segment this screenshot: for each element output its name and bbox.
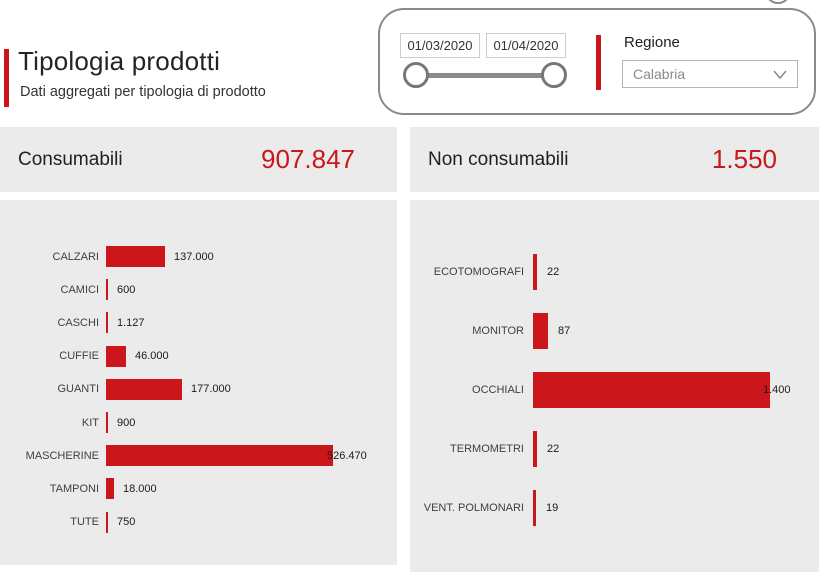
filter-panel: 01/03/2020 01/04/2020 Regione Calabria bbox=[378, 8, 816, 115]
value-label: 1.127 bbox=[117, 316, 145, 329]
chart-row: CUFFIE 46.000 bbox=[0, 340, 397, 373]
value-label: 19 bbox=[546, 501, 559, 514]
date-from-input[interactable]: 01/03/2020 bbox=[400, 33, 480, 58]
value-label: 22 bbox=[547, 442, 560, 455]
filter-divider bbox=[596, 35, 601, 90]
bar[interactable] bbox=[106, 478, 114, 500]
chevron-down-icon bbox=[773, 70, 787, 79]
chart-row: OCCHIALI 1.400 bbox=[410, 360, 819, 419]
kpi-card-consumabili: Consumabili 907.847 bbox=[0, 127, 397, 192]
value-label: 900 bbox=[117, 416, 136, 429]
value-label: 600 bbox=[117, 283, 136, 296]
region-dropdown-value: Calabria bbox=[633, 66, 686, 82]
bar[interactable] bbox=[533, 489, 536, 526]
chart-row: ECOTOMOGRAFI 22 bbox=[410, 242, 819, 301]
value-label: 526.470 bbox=[327, 449, 367, 462]
value-label: 22 bbox=[547, 265, 560, 278]
chart-row: TUTE 750 bbox=[0, 506, 397, 539]
date-slider-handle-end[interactable] bbox=[541, 62, 567, 88]
value-label: 1.400 bbox=[763, 383, 791, 396]
bar[interactable] bbox=[106, 511, 108, 533]
kpi-card-non-consumabili: Non consumabili 1.550 bbox=[410, 127, 819, 192]
category-label: ECOTOMOGRAFI bbox=[433, 265, 524, 278]
category-label: MASCHERINE bbox=[25, 449, 99, 462]
value-label: 750 bbox=[117, 516, 136, 529]
category-label: MONITOR bbox=[472, 324, 524, 337]
kpi-value: 907.847 bbox=[261, 144, 355, 174]
value-label: 87 bbox=[558, 324, 571, 337]
category-label: KIT bbox=[81, 416, 99, 429]
bar[interactable] bbox=[106, 412, 108, 434]
category-label: TUTE bbox=[70, 516, 99, 529]
chart-row: MASCHERINE 526.470 bbox=[0, 439, 397, 472]
category-label: CAMICI bbox=[60, 283, 100, 296]
title-accent-bar bbox=[4, 49, 9, 107]
bar[interactable] bbox=[106, 445, 333, 467]
region-filter-label: Regione bbox=[624, 34, 680, 51]
page-title: Tipologia prodotti bbox=[18, 46, 221, 76]
chart-row: MONITOR 87 bbox=[410, 301, 819, 360]
category-label: GUANTI bbox=[57, 383, 99, 396]
bar[interactable] bbox=[106, 246, 165, 268]
chart-row: VENT. POLMONARI 19 bbox=[410, 478, 819, 537]
category-label: TERMOMETRI bbox=[450, 442, 524, 455]
chart-row: CAMICI 600 bbox=[0, 273, 397, 306]
value-label: 137.000 bbox=[174, 250, 214, 263]
chart-row: CALZARI 137.000 bbox=[0, 240, 397, 273]
clipped-circle-icon bbox=[765, 0, 791, 4]
chart-row: TAMPONI 18.000 bbox=[0, 472, 397, 505]
chart-row: TERMOMETRI 22 bbox=[410, 419, 819, 478]
value-label: 18.000 bbox=[123, 482, 157, 495]
region-dropdown[interactable]: Calabria bbox=[622, 60, 798, 88]
value-label: 46.000 bbox=[135, 350, 169, 363]
category-label: VENT. POLMONARI bbox=[423, 501, 524, 514]
chart-consumabili: CALZARI 137.000 CAMICI 600 CASCHI 1.127 CUFFIE… bbox=[0, 200, 397, 565]
bar[interactable] bbox=[533, 312, 548, 349]
kpi-label: Non consumabili bbox=[428, 148, 569, 170]
bar[interactable] bbox=[106, 378, 182, 400]
bar[interactable] bbox=[533, 371, 770, 408]
chart-row: CASCHI 1.127 bbox=[0, 306, 397, 339]
kpi-label: Consumabili bbox=[18, 148, 123, 170]
value-label: 177.000 bbox=[191, 383, 231, 396]
category-label: OCCHIALI bbox=[472, 383, 524, 396]
bar[interactable] bbox=[106, 312, 108, 334]
chart-row: KIT 900 bbox=[0, 406, 397, 439]
chart-row: GUANTI 177.000 bbox=[0, 373, 397, 406]
category-label: CASCHI bbox=[57, 316, 99, 329]
chart-non-consumabili: ECOTOMOGRAFI 22 MONITOR 87 OCCHIALI 1.400 TERM… bbox=[410, 200, 819, 572]
category-label: TAMPONI bbox=[49, 482, 99, 495]
bar[interactable] bbox=[106, 345, 126, 367]
bar[interactable] bbox=[106, 279, 108, 301]
category-label: CALZARI bbox=[52, 250, 99, 263]
date-slider-track bbox=[416, 73, 554, 78]
bar[interactable] bbox=[533, 430, 537, 467]
bar[interactable] bbox=[533, 253, 537, 290]
kpi-value: 1.550 bbox=[711, 144, 777, 174]
page-subtitle: Dati aggregati per tipologia di prodotto bbox=[20, 84, 266, 100]
category-label: CUFFIE bbox=[59, 350, 99, 363]
date-slider-handle-start[interactable] bbox=[403, 62, 429, 88]
date-to-input[interactable]: 01/04/2020 bbox=[486, 33, 566, 58]
